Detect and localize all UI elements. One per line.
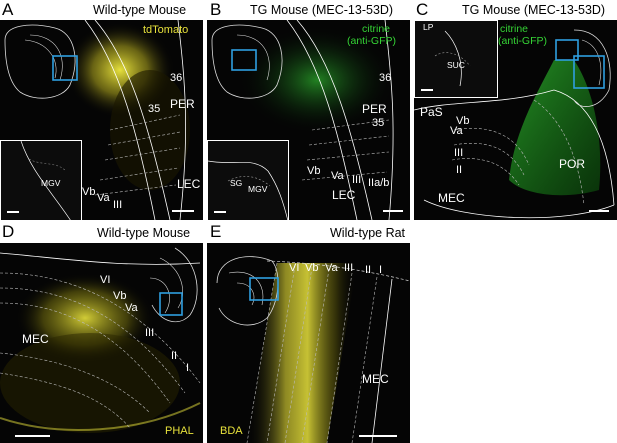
- stain-label-line2: (anti-GFP): [498, 35, 548, 47]
- scale-bar: [589, 210, 609, 212]
- panel-e-title: Wild-type Rat: [330, 226, 406, 240]
- layer-label: I: [186, 362, 190, 374]
- layer-label: III: [145, 327, 155, 339]
- scale-bar: [172, 210, 194, 212]
- scale-bar: [7, 211, 19, 213]
- layer-label: Va: [125, 302, 138, 314]
- region-label: MEC: [438, 191, 465, 205]
- panel-d-drawing: [0, 247, 201, 433]
- layer-label: VI: [100, 274, 111, 286]
- region-box: [249, 277, 279, 301]
- region-label: PaS: [420, 105, 443, 119]
- scale-bar: [421, 89, 433, 91]
- stain-label: tdTomato: [143, 24, 189, 36]
- panel-a-image: MGV tdTomato 36 35 PER LEC Vb Va III: [0, 20, 203, 220]
- region-label: MGV: [248, 184, 268, 194]
- stain-label: PHAL: [165, 425, 194, 437]
- region-label: 35: [148, 103, 161, 115]
- layer-label: II: [171, 350, 178, 362]
- panel-d-title: Wild-type Mouse: [97, 226, 191, 240]
- panel-e-image: BDA MEC VI Vb Va III II I: [207, 243, 410, 443]
- panel-a-inset: MGV: [0, 140, 82, 220]
- panel-a-drawing: [4, 20, 190, 220]
- region-box: [573, 55, 605, 89]
- region-label: LEC: [332, 188, 356, 202]
- panel-letter-c: C: [416, 0, 429, 19]
- region-label: 35: [372, 117, 385, 129]
- region-label: SG: [230, 178, 243, 188]
- panel-c-title: TG Mouse (MEC-13-53D): [462, 3, 606, 17]
- layer-label: III: [454, 147, 464, 159]
- region-label: PER: [170, 97, 195, 111]
- region-label: 36: [379, 72, 392, 84]
- panel-c-inset: LP SUC: [414, 20, 498, 98]
- panel-d-image: PHAL MEC VI Vb Va III II I: [0, 243, 203, 443]
- panel-c-drawing: [414, 29, 615, 219]
- stain-label-line1: citrine: [500, 23, 529, 35]
- region-label: MEC: [22, 332, 49, 346]
- region-label: MEC: [362, 372, 389, 386]
- panel-letter-e: E: [210, 222, 222, 241]
- layer-label: III: [113, 199, 123, 211]
- layer-label: Vb: [305, 262, 319, 274]
- region-box: [231, 49, 257, 71]
- scale-bar: [359, 435, 397, 437]
- layer-label: Vb: [307, 165, 321, 177]
- panel-b-inset: SG MGV: [207, 140, 289, 220]
- layer-label: Va: [450, 125, 463, 137]
- layer-label: Va: [325, 262, 338, 274]
- stain-label-line2: (anti-GFP): [347, 35, 397, 47]
- region-label: PER: [362, 102, 387, 116]
- layer-label: VI: [289, 262, 300, 274]
- region-box: [159, 292, 183, 316]
- layer-label: Va: [97, 192, 110, 204]
- scale-bar: [383, 210, 403, 212]
- panel-letter-b: B: [210, 0, 222, 19]
- stain-label: BDA: [220, 425, 243, 437]
- region-box: [52, 55, 78, 81]
- panel-b-image: SG MGV citrine (anti-GFP) 36 PER 35 LEC …: [207, 20, 410, 220]
- layer-label: Va: [331, 170, 344, 182]
- region-label: LP: [423, 22, 434, 32]
- region-label: POR: [559, 157, 586, 171]
- scale-bar: [15, 435, 50, 437]
- region-box: [555, 39, 579, 61]
- panel-b-drawing: [211, 20, 397, 220]
- region-label: LEC: [177, 177, 201, 191]
- panel-a-title: Wild-type Mouse: [93, 3, 187, 17]
- layer-label: Vb: [113, 290, 127, 302]
- layer-label: Vb: [456, 115, 470, 127]
- region-label: MGV: [41, 178, 61, 188]
- panel-b-title: TG Mouse (MEC-13-53D): [250, 3, 394, 17]
- panel-c-image: LP SUC citrine (anti-GFP) PaS POR MEC Vb…: [414, 20, 617, 220]
- panel-letter-d: D: [2, 222, 15, 241]
- layer-label: Vb: [82, 186, 96, 198]
- layer-label: II: [365, 264, 372, 276]
- layer-label: III: [352, 174, 362, 186]
- stain-label-line1: citrine: [362, 23, 391, 35]
- panel-e-drawing: [216, 256, 410, 443]
- region-label: 36: [170, 72, 183, 84]
- layer-label: II: [456, 164, 463, 176]
- panel-letter-a: A: [2, 0, 14, 19]
- scale-bar: [214, 211, 226, 213]
- layer-label: I: [379, 264, 383, 276]
- region-label: SUC: [447, 60, 465, 70]
- layer-label: III: [344, 262, 354, 274]
- layer-label: IIa/b: [368, 177, 390, 189]
